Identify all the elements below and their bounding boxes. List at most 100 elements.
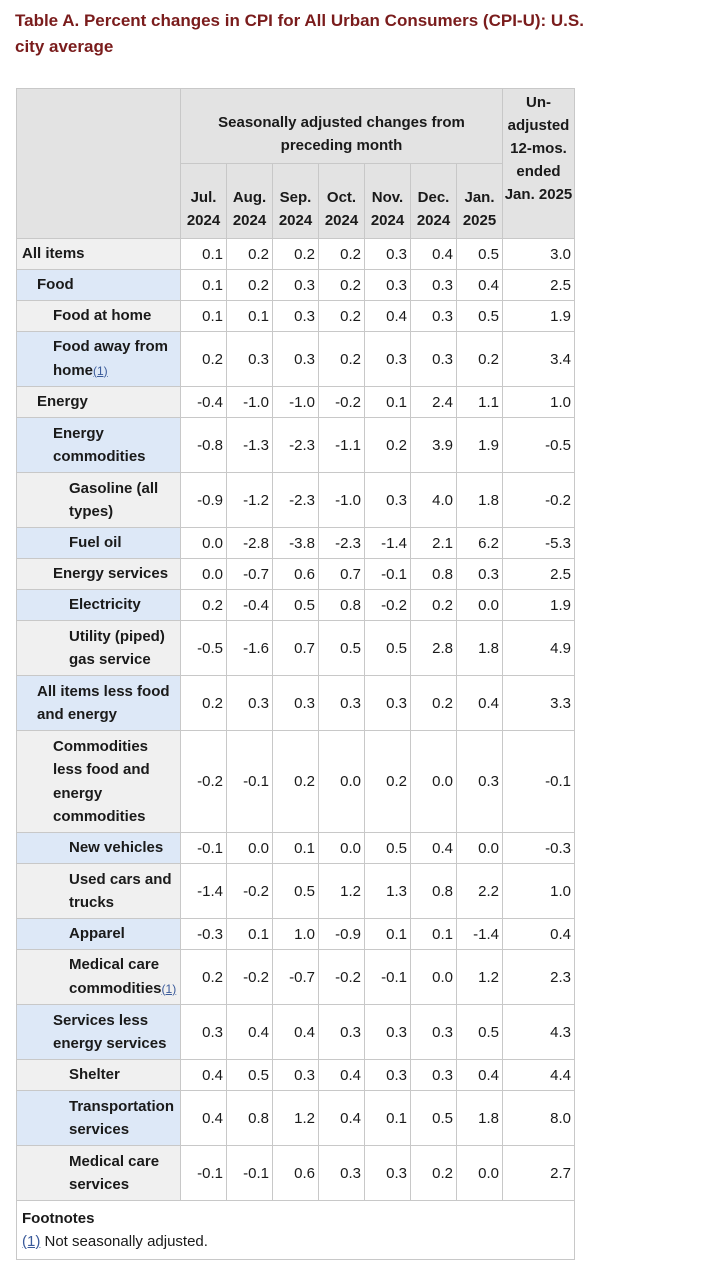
cell-12mo-change: 0.4: [502, 918, 575, 950]
cell-monthly-change: -0.2: [318, 386, 365, 418]
table-row: All items 0.1 0.2 0.2 0.2 0.3 0.4 0.5 3.0: [16, 238, 575, 270]
cell-monthly-change: 0.8: [410, 863, 457, 919]
cell-monthly-change: 0.5: [456, 238, 503, 270]
table-title: Table A. Percent changes in CPI for All …: [15, 11, 584, 56]
cell-monthly-change: 0.4: [456, 675, 503, 731]
cell-monthly-change: 0.4: [456, 269, 503, 301]
table-row: Gasoline (all types) -0.9 -1.2 -2.3 -1.0 0.3 4…: [16, 472, 575, 528]
row-label-text: New vehicles: [69, 839, 164, 857]
header-corner-cell: [16, 88, 181, 239]
cell-monthly-change: 0.3: [410, 269, 457, 301]
cell-monthly-change: 0.2: [180, 331, 227, 387]
cell-monthly-change: 0.2: [272, 730, 319, 833]
cell-12mo-change: -0.5: [502, 417, 575, 473]
cell-monthly-change: 0.3: [410, 1059, 457, 1091]
cell-monthly-change: -0.2: [226, 863, 273, 919]
cell-monthly-change: 0.3: [272, 300, 319, 332]
header-month: Jan. 2025: [456, 163, 503, 239]
row-label: Used cars and trucks: [16, 863, 181, 919]
cell-monthly-change: -2.3: [272, 472, 319, 528]
cell-monthly-change: 4.0: [410, 472, 457, 528]
footnote-ref-link[interactable]: (1): [22, 1233, 41, 1250]
footnote-marker[interactable]: (1): [161, 981, 177, 996]
footnote-marker[interactable]: (1): [93, 363, 108, 378]
header-month: Dec. 2024: [410, 163, 457, 239]
cell-monthly-change: 0.1: [364, 1090, 411, 1146]
cell-monthly-change: 0.4: [456, 1059, 503, 1091]
cell-monthly-change: 0.2: [180, 675, 227, 731]
cell-monthly-change: 0.4: [318, 1059, 365, 1091]
cell-monthly-change: 0.3: [226, 331, 273, 387]
cell-12mo-change: 4.3: [502, 1004, 575, 1060]
cell-monthly-change: -1.4: [364, 527, 411, 559]
cell-monthly-change: -1.3: [226, 417, 273, 473]
cell-monthly-change: 0.3: [272, 269, 319, 301]
cell-12mo-change: 2.5: [502, 558, 575, 590]
cell-12mo-change: 2.3: [502, 949, 575, 1005]
table-row: Energy commodities -0.8 -1.3 -2.3 -1.1 0.2 3.9…: [16, 417, 575, 473]
row-label: Commodities less food and energy commodi…: [16, 730, 181, 833]
cell-monthly-change: 0.2: [456, 331, 503, 387]
row-label: Transportation services: [16, 1090, 181, 1146]
cell-monthly-change: 0.8: [410, 558, 457, 590]
cell-monthly-change: 0.5: [226, 1059, 273, 1091]
cell-monthly-change: -0.9: [318, 918, 365, 950]
table-row: Shelter 0.4 0.5 0.3 0.4 0.3 0.3 0.4 4.4: [16, 1059, 575, 1091]
table-row: Services less energy services 0.3 0.4 0.4 0.…: [16, 1004, 575, 1060]
cell-monthly-change: 1.9: [456, 417, 503, 473]
row-label: Fuel oil: [16, 527, 181, 559]
row-label-text: Fuel oil: [69, 534, 122, 552]
cell-monthly-change: 0.1: [180, 269, 227, 301]
cpi-table: Seasonally adjusted changes from precedi…: [16, 88, 575, 1260]
cell-monthly-change: 0.3: [272, 675, 319, 731]
cell-monthly-change: -0.5: [180, 620, 227, 676]
cell-monthly-change: 0.5: [364, 832, 411, 864]
row-label: Shelter: [16, 1059, 181, 1091]
cell-monthly-change: -0.1: [180, 1145, 227, 1201]
cell-monthly-change: 0.3: [272, 331, 319, 387]
row-label: Food at home: [16, 300, 181, 332]
cell-monthly-change: -0.2: [226, 949, 273, 1005]
cell-monthly-change: 1.2: [272, 1090, 319, 1146]
table-row: All items less food and energy 0.2 0.3 0.3 0…: [16, 675, 575, 731]
cell-monthly-change: 0.2: [226, 269, 273, 301]
cell-monthly-change: 0.0: [226, 832, 273, 864]
cell-12mo-change: 2.7: [502, 1145, 575, 1201]
row-label-text: Gasoline (all types): [69, 479, 159, 521]
table-row: Fuel oil 0.0 -2.8 -3.8 -2.3 -1.4 2.1 6.2 -5.3: [16, 527, 575, 559]
cell-monthly-change: -1.0: [272, 386, 319, 418]
cell-monthly-change: 1.2: [318, 863, 365, 919]
cell-monthly-change: 0.5: [318, 620, 365, 676]
cell-monthly-change: 0.4: [272, 1004, 319, 1060]
cell-monthly-change: -0.2: [318, 949, 365, 1005]
cell-monthly-change: 1.8: [456, 472, 503, 528]
cell-monthly-change: 0.5: [272, 589, 319, 621]
row-label: Gasoline (all types): [16, 472, 181, 528]
cell-monthly-change: 0.3: [410, 300, 457, 332]
cell-monthly-change: 0.7: [318, 558, 365, 590]
row-label: Energy: [16, 386, 181, 418]
row-label-text: Electricity: [69, 596, 141, 614]
cell-monthly-change: -0.1: [364, 558, 411, 590]
cell-monthly-change: 0.1: [180, 300, 227, 332]
cell-monthly-change: 0.0: [180, 527, 227, 559]
cell-monthly-change: 0.2: [318, 238, 365, 270]
footnotes: Footnotes (1) Not seasonally adjusted.: [16, 1200, 575, 1260]
footnotes-heading: Footnotes: [22, 1210, 95, 1227]
cell-monthly-change: -1.0: [318, 472, 365, 528]
cell-monthly-change: 0.8: [226, 1090, 273, 1146]
cell-monthly-change: -0.4: [226, 589, 273, 621]
cell-monthly-change: 0.5: [456, 300, 503, 332]
table-body: All items 0.1 0.2 0.2 0.2 0.3 0.4 0.5 3.0 Food 0.1…: [16, 238, 575, 1201]
cell-monthly-change: 0.4: [180, 1059, 227, 1091]
cell-monthly-change: 0.0: [456, 589, 503, 621]
row-label: Utility (piped) gas service: [16, 620, 181, 676]
row-label-text: Food: [37, 276, 74, 294]
cell-monthly-change: 0.2: [180, 949, 227, 1005]
cell-monthly-change: 0.0: [456, 1145, 503, 1201]
table-row: Energy services 0.0 -0.7 0.6 0.7 -0.1 0.8 0.3 2.…: [16, 558, 575, 590]
cell-12mo-change: 4.4: [502, 1059, 575, 1091]
table-row: Medical care services -0.1 -0.1 0.6 0.3 0.3 0.…: [16, 1145, 575, 1201]
row-label: Food: [16, 269, 181, 301]
cell-monthly-change: 0.3: [272, 1059, 319, 1091]
